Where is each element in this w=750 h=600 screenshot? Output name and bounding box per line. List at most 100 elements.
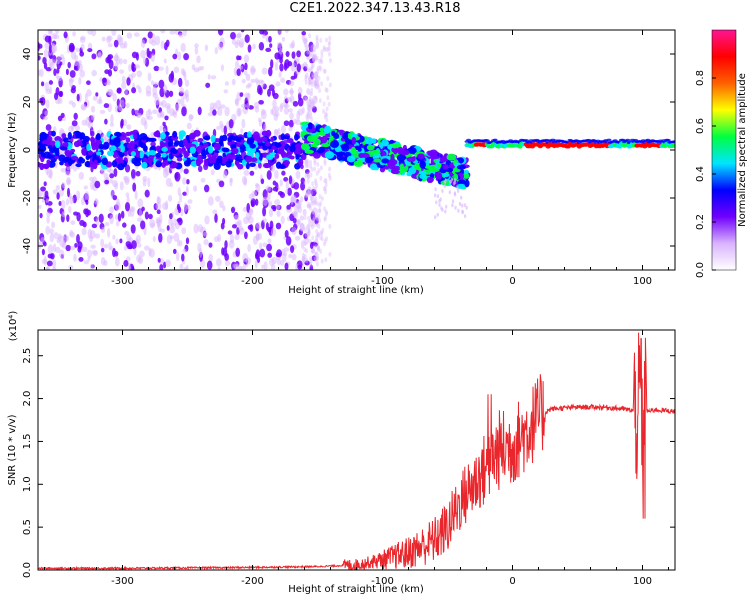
spectrogram-blob [280,215,285,225]
spectrogram-blob [248,208,254,214]
spectrogram-blob [172,130,178,138]
spectrogram-blob [259,242,263,250]
spectrogram-blob [247,44,252,53]
spectrogram-blob [49,228,54,235]
spectrogram-blob [233,214,240,221]
spectrogram-blob [432,167,440,173]
spectrogram-blob [183,266,188,270]
spectrogram-blob [313,80,317,86]
spectrogram-blob [220,222,225,230]
spectrogram-blob [206,260,213,270]
spectrogram-blob [45,88,51,95]
snr-y-label: SNR (10 * v/v) [7,414,18,485]
spectrogram-blob [76,190,81,201]
spectrogram-blob [310,102,314,107]
spectrogram-blob [320,49,324,55]
spectrogram-blob [445,204,448,209]
spectrogram-blob [400,149,410,156]
spectrogram-blob [259,30,265,35]
spectrogram-blob [310,167,314,172]
spectrogram-blob [224,240,228,250]
spectrogram-blob [309,160,312,165]
spectrogram-blob [308,239,312,244]
spectrogram-blob [214,157,223,164]
spectrogram-blob [194,46,199,55]
spectrogram-blob [296,219,301,225]
spectrogram-blob [285,180,289,190]
spectrogram-blob [307,81,311,87]
spectrogram-blob [283,120,290,127]
spectrogram-blob [308,79,312,85]
spectrogram-blob [134,190,138,200]
spectrogram-blob [288,119,294,128]
spectrogram-blob [311,181,315,187]
spectrogram-blob [228,119,234,129]
spectrogram-blob [117,212,122,222]
spectrogram-blob [109,89,114,96]
spectrogram-blob [56,75,63,82]
spectrogram-blob [183,71,187,81]
spectrogram-blob [210,169,215,176]
spectrogram-blob [109,214,114,225]
spectrogram-blob [264,141,271,147]
spectrogram-blob [306,204,312,209]
spectrogram-blob [291,253,297,261]
spectrogram-blob [304,227,307,233]
spectrogram-blob [296,50,302,58]
spectrogram-blob [306,171,310,177]
spectrogram-blob [177,239,181,247]
spectrogram-blob [109,206,114,214]
y-tick-label: 1.0 [22,476,33,492]
spectrogram-blob [43,62,48,70]
spectrogram-blob [429,149,438,158]
spectrogram-blob [167,194,173,202]
spectrogram-blob [134,64,141,69]
spectrogram-blob [68,77,74,88]
spectrogram-blob [304,96,308,102]
spectrogram-blob [126,196,130,203]
spectrogram-blob [265,222,269,231]
spectrogram-blob [307,122,313,130]
spectrogram-blob [328,175,332,181]
spectrogram-blob [112,234,116,240]
spectrogram-blob [313,166,317,172]
spectrogram-blob [305,190,310,198]
spectrogram-blob [59,161,64,166]
spectrogram-blob [70,245,76,251]
spectrogram-blob [240,128,244,134]
spectrogram-blob [262,206,267,217]
spectrogram-blob [279,179,283,187]
spectrogram-blob [315,201,319,207]
spectrogram-blob [153,65,160,72]
spectrogram-blob [262,33,266,39]
spectrogram-blob [463,169,470,175]
spectrogram-blob [311,57,315,63]
spectrogram-blob [79,69,86,78]
spectrogram-blob [126,142,135,150]
spectrogram-blob [456,185,459,190]
spectrogram-blob [319,66,323,72]
spectrogram-blob [218,180,225,188]
y-tick-label: 40 [22,48,33,61]
spectrogram-blob [310,116,314,122]
spectrogram-blob [258,153,263,161]
spectrogram-blob [87,256,91,262]
spectrogram-blob [65,68,69,76]
spectrogram-blob [163,84,168,94]
spectrogram-blob [316,161,320,167]
spectrogram-blob [266,191,271,202]
spectrogram-blob [177,77,183,88]
spectrogram-blob [215,99,222,110]
spectrogram-blob [56,237,61,244]
spectrogram-blob [270,164,276,172]
spectrogram-blob [304,76,308,82]
spectrogram-blob [91,223,98,229]
spectrogram-blob [313,242,318,247]
spectrogram-blob [234,98,240,107]
spectrogram-blob [310,224,314,230]
spectrogram-blob [289,112,294,120]
spectrogram-marks [38,30,675,270]
colorbar-ticks: 0.0 0.2 0.4 0.6 0.8 [695,70,716,278]
spectrogram-blob [222,170,228,179]
spectrogram-blob [160,30,166,34]
